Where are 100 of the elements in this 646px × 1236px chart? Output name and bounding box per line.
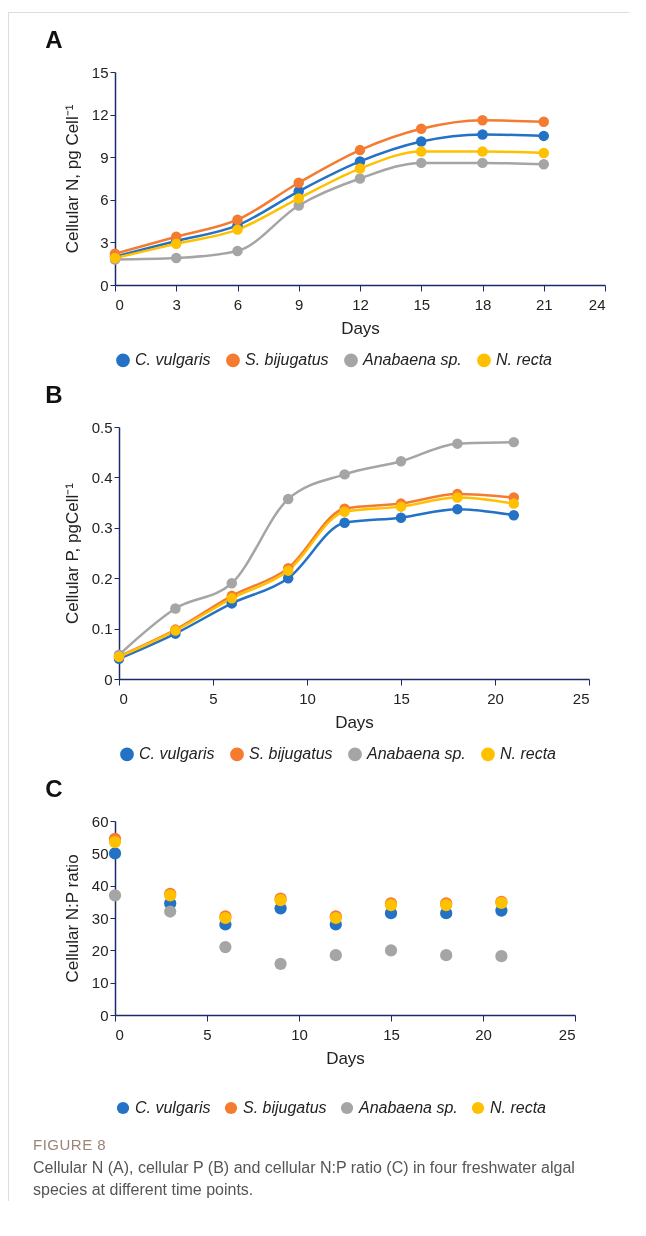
y-tick-label: 50 — [91, 844, 109, 862]
x-tick-label: 5 — [203, 1025, 212, 1043]
legend-label: N. recta — [496, 351, 553, 369]
x-tick-label: 10 — [291, 1025, 308, 1043]
point — [477, 115, 488, 126]
point — [477, 146, 488, 157]
point — [232, 224, 243, 235]
x-tick-label: 15 — [383, 1025, 400, 1043]
legend-label: S. bijugatus — [245, 351, 329, 369]
legend-label: C. vulgaris — [139, 745, 215, 763]
legend-label: S. bijugatus — [243, 1099, 327, 1116]
point — [416, 123, 427, 135]
point — [452, 438, 463, 449]
x-tick-label: 18 — [474, 295, 492, 313]
point — [395, 456, 407, 467]
point — [274, 957, 287, 971]
point — [329, 949, 342, 962]
legend-label: Anabaena sp. — [362, 351, 462, 369]
legend-label: S. bijugatus — [249, 745, 333, 763]
y-axis-title: Cellular N:P ratio — [62, 854, 82, 983]
x-tick-label: 24 — [588, 295, 606, 313]
y-tick-label: 0.2 — [91, 569, 113, 587]
point — [282, 493, 294, 505]
legend-label: N. recta — [490, 1099, 547, 1116]
y-tick-label: 0.3 — [91, 519, 113, 537]
point — [477, 157, 488, 169]
y-tick-label: 0.4 — [91, 468, 113, 486]
point — [232, 245, 243, 257]
x-tick-label: 6 — [233, 295, 243, 313]
y-tick-label: 0.5 — [91, 418, 113, 436]
point — [108, 835, 122, 849]
x-tick-label: 3 — [172, 295, 181, 313]
point — [293, 177, 304, 188]
legend-label: Anabaena sp. — [366, 745, 466, 763]
y-tick-label: 9 — [100, 148, 109, 166]
y-axis-title: Cellular N, pg Cell⁻¹ — [62, 104, 82, 254]
x-tick-label: 0 — [115, 1025, 124, 1043]
x-axis-title: Days — [326, 1048, 365, 1068]
point — [477, 129, 488, 140]
point — [339, 469, 350, 480]
point — [395, 512, 407, 523]
x-tick-label: 25 — [558, 1025, 576, 1043]
point — [538, 159, 549, 170]
point — [226, 578, 238, 589]
x-tick-label: 15 — [413, 295, 431, 313]
text: Cellular N (A), cellular P (B) and cellular N:P ratio (C) in four freshwater algal species at different time points. — [33, 1158, 576, 1200]
y-tick-label: 3 — [100, 233, 109, 251]
x-axis-title: Days — [341, 318, 380, 338]
x-tick-label: 0 — [115, 295, 124, 313]
y-tick-label: 6 — [100, 191, 109, 209]
legend-label: Anabaena sp. — [358, 1099, 458, 1116]
point — [164, 905, 177, 918]
x-tick-label: 21 — [535, 295, 553, 313]
x-tick-label: 15 — [393, 689, 410, 707]
legend-label: C. vulgaris — [135, 1099, 211, 1116]
y-tick-label: 40 — [91, 877, 109, 895]
point — [452, 492, 463, 503]
y-tick-label: 12 — [91, 106, 109, 124]
point — [416, 157, 427, 169]
y-tick-label: 10 — [91, 974, 109, 992]
point — [508, 436, 520, 448]
x-tick-label: 12 — [352, 295, 369, 313]
point — [354, 163, 366, 174]
legend-label: C. vulgaris — [135, 351, 211, 369]
point — [416, 146, 427, 157]
y-tick-label: 60 — [91, 812, 109, 830]
point — [538, 116, 549, 127]
point — [108, 847, 122, 860]
point — [170, 603, 181, 614]
y-tick-label: 0.1 — [91, 620, 113, 638]
y-tick-label: 0 — [104, 670, 113, 688]
x-tick-label: 9 — [295, 295, 304, 313]
x-tick-label: 20 — [475, 1025, 492, 1043]
point — [232, 214, 243, 225]
chart-title: A — [45, 26, 63, 53]
point — [508, 509, 520, 521]
legend-label: N. recta — [500, 745, 557, 763]
y-tick-label: 15 — [91, 63, 109, 81]
x-tick-label: 25 — [572, 689, 590, 707]
x-tick-label: 5 — [209, 689, 218, 707]
point — [440, 949, 453, 962]
x-axis-title: Days — [335, 712, 374, 732]
y-tick-label: 0 — [100, 1006, 109, 1024]
x-tick-label: 0 — [119, 689, 128, 707]
x-tick-label: 10 — [299, 689, 316, 707]
point — [416, 136, 427, 147]
point — [354, 144, 366, 156]
chart-title: B — [45, 381, 63, 408]
point — [538, 147, 549, 159]
point — [108, 889, 122, 902]
y-tick-label: 30 — [91, 909, 109, 927]
point — [508, 498, 520, 509]
point — [339, 517, 350, 528]
point — [384, 944, 398, 957]
point — [452, 503, 463, 515]
point — [293, 193, 304, 204]
y-tick-label: 0 — [100, 276, 109, 294]
point — [538, 130, 549, 142]
point — [354, 173, 366, 184]
x-tick-label: 20 — [487, 689, 504, 707]
